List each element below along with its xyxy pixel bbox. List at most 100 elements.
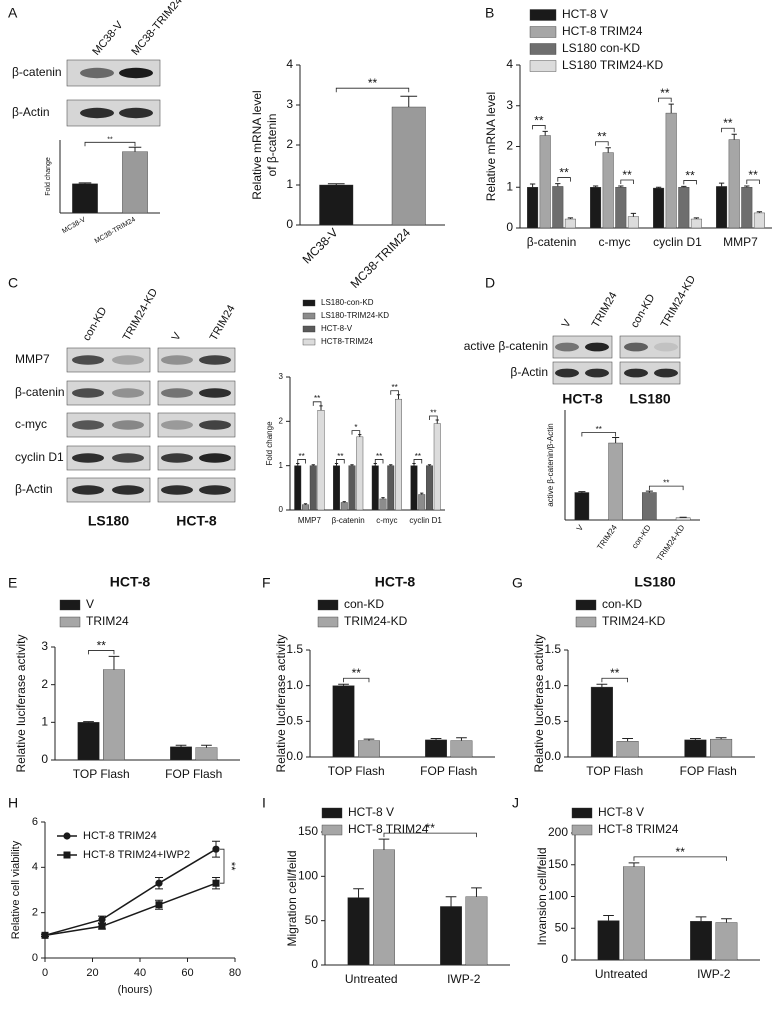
x-tick-label: 60 xyxy=(181,967,193,979)
legend-swatch xyxy=(529,60,557,72)
error-bar xyxy=(338,683,349,686)
error-bar xyxy=(412,462,416,466)
x-tick-label: cyclin D1 xyxy=(409,516,442,525)
error-bar xyxy=(389,464,393,466)
y-tick-label: 3 xyxy=(286,97,293,111)
error-bar xyxy=(296,462,300,466)
marker xyxy=(155,901,163,909)
legend-label: V xyxy=(86,597,94,611)
legend-label: LS180-con-KD xyxy=(321,298,374,307)
y-axis-label: Relative mRNA level xyxy=(484,92,498,201)
error-bar xyxy=(529,183,536,188)
significance-bracket xyxy=(648,485,684,491)
blot-band xyxy=(72,355,104,365)
blot-lane-label: con-KD xyxy=(81,305,110,343)
panel-letter: B xyxy=(485,5,494,21)
error-bar xyxy=(744,185,750,188)
bar xyxy=(653,187,665,229)
x-tick-label: con-KD xyxy=(630,523,653,550)
bar xyxy=(309,465,317,511)
panel-letter: E xyxy=(8,575,17,591)
error-bar xyxy=(319,405,323,411)
blot-lane-label: MC38-V xyxy=(90,19,126,58)
error-bar xyxy=(358,434,362,437)
significance-bracket xyxy=(658,97,672,103)
legend-swatch xyxy=(317,599,339,611)
y-tick-label: 0 xyxy=(279,505,284,514)
blot-band xyxy=(112,485,144,495)
y-tick-label: 6 xyxy=(32,816,38,828)
significance-bracket xyxy=(746,179,760,185)
bar xyxy=(710,738,733,758)
blot-band xyxy=(555,342,579,352)
x-tick-label: 0 xyxy=(42,967,48,979)
bar xyxy=(675,517,691,521)
bar xyxy=(418,494,426,511)
bar xyxy=(103,669,125,761)
error-bar xyxy=(108,655,120,670)
legend-label: HCT-8-V xyxy=(321,324,353,333)
significance-label: ** xyxy=(392,383,398,392)
marker xyxy=(63,832,71,840)
error-bar xyxy=(430,737,442,740)
bar xyxy=(590,187,602,229)
y-tick-label: 1 xyxy=(279,461,284,470)
error-bar xyxy=(427,464,432,466)
panel-letter: G xyxy=(512,575,523,591)
bar xyxy=(608,442,623,521)
y-tick-label: 100 xyxy=(298,869,318,883)
error-bar xyxy=(681,185,687,188)
bar xyxy=(340,502,348,511)
y-tick-label: 1.0 xyxy=(286,678,303,692)
error-bar xyxy=(363,738,375,741)
bar xyxy=(433,423,441,511)
bar xyxy=(122,151,148,214)
bar xyxy=(333,465,340,511)
error-bar xyxy=(721,918,732,923)
bar xyxy=(373,849,395,966)
significance-bracket xyxy=(220,848,225,884)
legend-label: LS180-TRIM24-KD xyxy=(321,311,389,320)
legend-label: TRIM24-KD xyxy=(344,614,408,628)
significance-label: ** xyxy=(368,76,378,90)
significance-bracket xyxy=(581,432,617,437)
blot-band xyxy=(624,368,648,378)
significance-label: ** xyxy=(352,666,362,680)
significance-label: ** xyxy=(596,425,602,434)
significance-label: ** xyxy=(610,666,620,680)
significance-label: ** xyxy=(225,862,237,871)
bar xyxy=(741,187,753,229)
error-bar xyxy=(731,133,737,140)
significance-label: ** xyxy=(685,168,695,182)
bar xyxy=(627,216,639,229)
significance-bracket xyxy=(601,677,629,683)
legend-swatch xyxy=(317,616,339,628)
legend-label: TRIM24-KD xyxy=(602,614,666,628)
error-bar xyxy=(378,838,390,850)
legend-swatch xyxy=(575,616,597,628)
blot-band xyxy=(112,355,144,365)
x-tick-label: TOP Flash xyxy=(73,767,130,781)
y-tick-label: 4 xyxy=(32,861,38,873)
legend-label: HCT-8 TRIM24 xyxy=(562,24,643,38)
error-bar xyxy=(445,896,457,907)
error-bar xyxy=(83,721,94,723)
blot-band xyxy=(80,107,114,119)
bar xyxy=(616,741,639,758)
significance-label: ** xyxy=(723,116,733,130)
x-tick-label: TOP Flash xyxy=(328,764,385,778)
x-tick-label: MC38-V xyxy=(61,216,87,235)
error-bar xyxy=(603,915,614,921)
blot-row-label: β-catenin xyxy=(12,65,62,79)
error-bar xyxy=(592,185,599,188)
blot-row-label: β-Actin xyxy=(12,105,50,119)
legend-label: TRIM24 xyxy=(86,614,129,628)
significance-label: ** xyxy=(415,452,421,461)
blot-band xyxy=(161,355,193,365)
bar xyxy=(716,186,728,229)
y-tick-label: 150 xyxy=(548,857,568,871)
y-tick-label: 1 xyxy=(41,715,48,729)
bar xyxy=(690,218,702,229)
legend-label: HCT-8 TRIM24 xyxy=(598,822,679,836)
